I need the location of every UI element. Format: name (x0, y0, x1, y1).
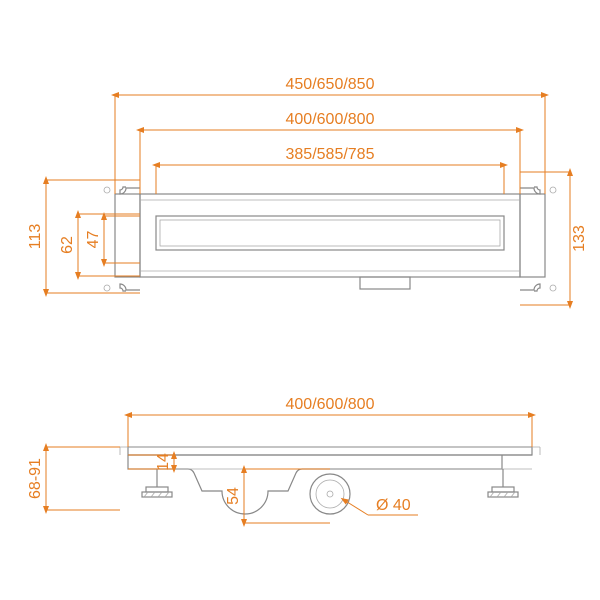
svg-text:14: 14 (155, 453, 172, 471)
svg-text:385/585/785: 385/585/785 (286, 146, 375, 163)
svg-text:400/600/800: 400/600/800 (286, 396, 375, 413)
svg-text:62: 62 (59, 236, 76, 254)
svg-text:54: 54 (225, 487, 242, 505)
svg-text:68-91: 68-91 (27, 458, 44, 499)
svg-text:Ø 40: Ø 40 (376, 497, 411, 514)
svg-text:450/650/850: 450/650/850 (286, 76, 375, 93)
svg-text:113: 113 (27, 224, 44, 250)
svg-text:47: 47 (85, 231, 102, 249)
technical-drawing: 450/650/850 400/600/800 385/585/785 113 62 47… (0, 0, 600, 600)
svg-text:133: 133 (571, 225, 588, 252)
svg-text:400/600/800: 400/600/800 (286, 111, 375, 128)
